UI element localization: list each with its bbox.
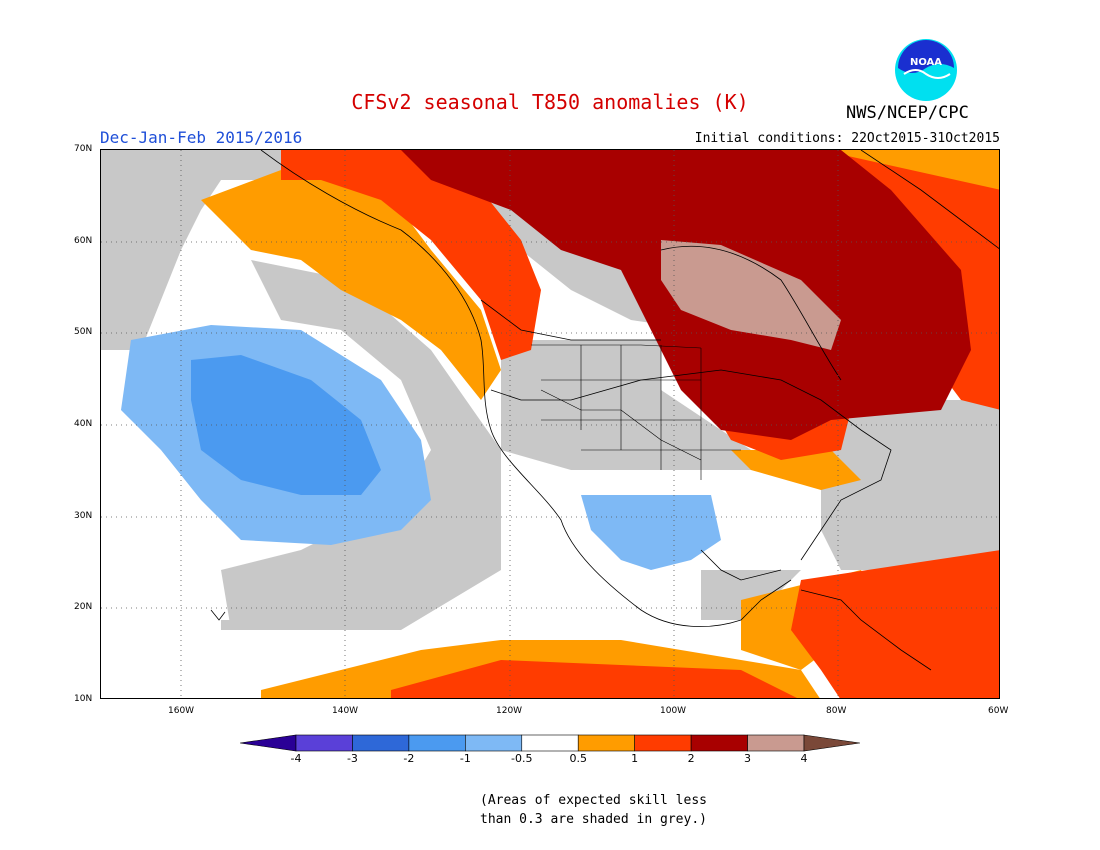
colorbar-tick-label: 0.5 — [569, 752, 587, 765]
map-title: CFSv2 seasonal T850 anomalies (K) — [351, 90, 749, 114]
colorbar-cell — [747, 734, 805, 752]
colorbar-cell — [577, 734, 635, 752]
lon-label-100w: 100W — [660, 706, 687, 716]
graticule — [101, 150, 999, 698]
colorbar-tick-label: -3 — [346, 752, 358, 765]
coastlines — [210, 150, 999, 671]
colorbar-cell — [352, 734, 410, 752]
colorbar-tick-label: 3 — [744, 752, 752, 765]
lon-label-140w: 140W — [332, 706, 359, 716]
lat-label-20n: 20N — [74, 602, 93, 612]
colorbar-tick-label: -1 — [459, 752, 471, 765]
colorbar-cell-max — [803, 734, 860, 752]
cold-anomaly-region — [121, 325, 721, 570]
lat-label-70n: 70N — [74, 144, 93, 154]
lon-label-60w: 60W — [988, 706, 1009, 716]
lat-label-10n: 10N — [74, 694, 93, 704]
lat-label-50n: 50N — [74, 327, 93, 337]
logo-text: NOAA — [910, 57, 942, 68]
lon-label-160w: 160W — [168, 706, 195, 716]
colorbar-tick-label: -2 — [403, 752, 415, 765]
initial-conditions-label: Initial conditions: 22Oct2015-31Oct2015 — [694, 131, 1000, 146]
agency-label: NWS/NCEP/CPC — [846, 103, 969, 123]
borders — [531, 344, 741, 480]
colorbar-tick-label: 2 — [687, 752, 695, 765]
colorbar-tick-label: 1 — [631, 752, 639, 765]
lon-label-80w: 80W — [826, 706, 847, 716]
colorbar-tick-label: -4 — [290, 752, 302, 765]
skill-note-line1: (Areas of expected skill less — [480, 793, 707, 808]
lat-label-60n: 60N — [74, 236, 93, 246]
colorbar-cell — [465, 734, 523, 752]
colorbar-cell — [634, 734, 692, 752]
colorbar-tick-label: 4 — [800, 752, 808, 765]
noaa-logo: NOAA — [895, 39, 957, 101]
season-label: Dec-Jan-Feb 2015/2016 — [100, 128, 303, 147]
colorbar-cell — [690, 734, 748, 752]
colorbar-cell-min — [240, 734, 297, 752]
skill-note-line2: than 0.3 are shaded in grey.) — [480, 812, 707, 827]
colorbar-cell — [521, 734, 579, 752]
colorbar-cell — [408, 734, 466, 752]
colorbar-cell — [295, 734, 353, 752]
map-canvas — [101, 150, 999, 698]
anomaly-map — [100, 149, 1000, 699]
colorbar-labels: -4 -3 -2 -1 -0.5 0.5 1 2 3 4 — [0, 752, 1100, 766]
colorbar — [240, 734, 860, 752]
lon-label-120w: 120W — [496, 706, 523, 716]
tan-region — [661, 240, 841, 350]
lat-label-30n: 30N — [74, 511, 93, 521]
lat-label-40n: 40N — [74, 419, 93, 429]
colorbar-tick-label: -0.5 — [511, 752, 533, 765]
